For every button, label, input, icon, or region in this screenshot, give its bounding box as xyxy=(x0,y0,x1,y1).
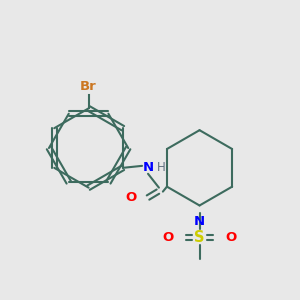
Text: O: O xyxy=(225,231,236,244)
Text: N: N xyxy=(142,161,154,174)
Text: N: N xyxy=(194,215,205,228)
Text: S: S xyxy=(194,230,205,245)
Text: Br: Br xyxy=(80,80,97,92)
Text: O: O xyxy=(125,191,136,204)
Text: H: H xyxy=(157,161,166,174)
Text: O: O xyxy=(163,231,174,244)
